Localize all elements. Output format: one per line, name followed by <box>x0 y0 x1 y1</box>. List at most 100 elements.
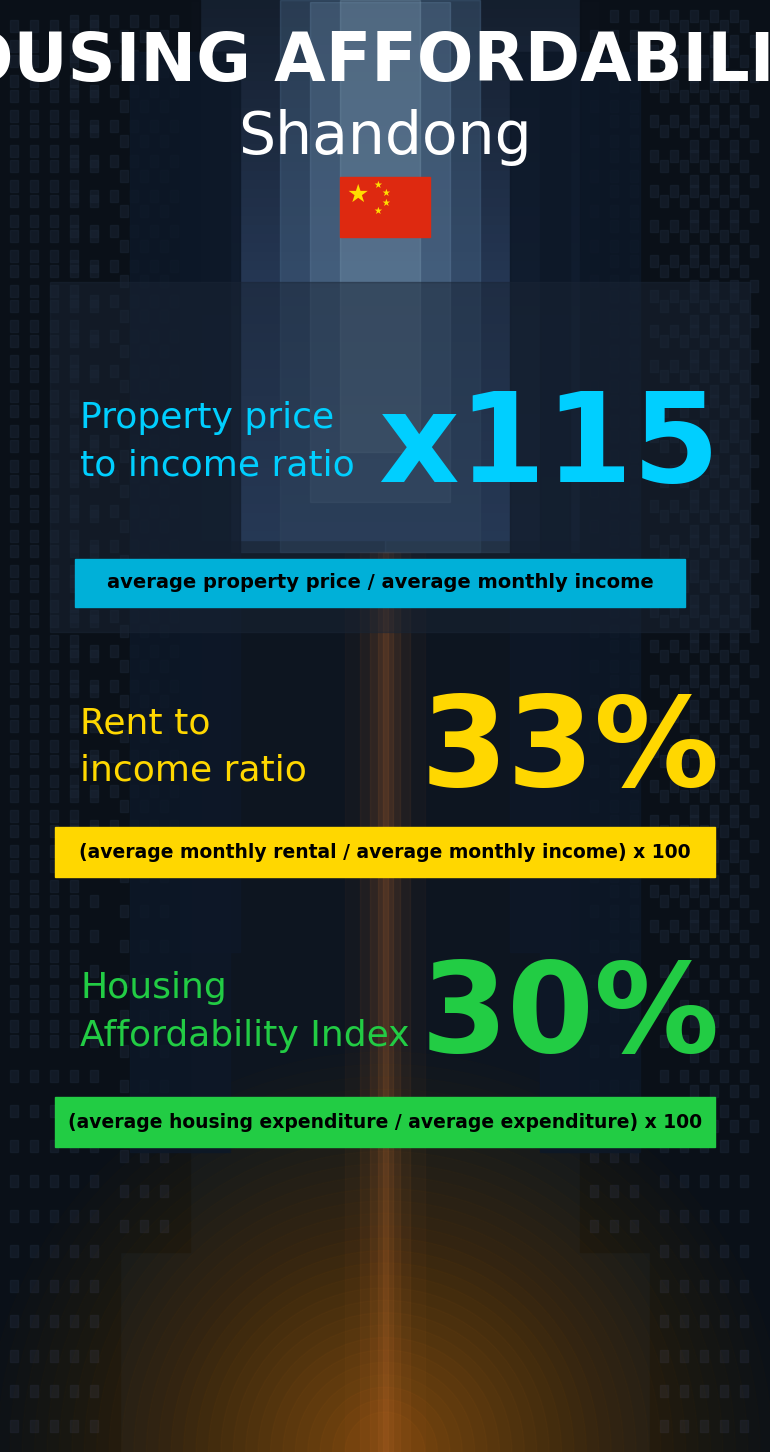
Bar <box>630 325 638 337</box>
Bar <box>130 399 138 412</box>
Bar <box>10 880 18 892</box>
Bar <box>740 160 748 171</box>
Bar <box>680 929 688 942</box>
Bar <box>50 20 58 32</box>
Bar <box>90 1350 98 1362</box>
Bar <box>590 870 598 881</box>
Bar <box>50 460 58 472</box>
Bar <box>590 450 598 462</box>
Bar <box>690 350 698 362</box>
Bar <box>740 510 748 523</box>
Bar <box>10 285 18 298</box>
Bar <box>710 571 718 582</box>
Bar <box>730 735 738 746</box>
Bar <box>610 290 618 302</box>
Bar <box>730 560 738 572</box>
Bar <box>730 35 738 46</box>
Bar <box>120 415 128 427</box>
Bar <box>90 1281 98 1292</box>
Bar <box>650 534 658 547</box>
Bar <box>130 505 138 517</box>
Bar <box>130 52 230 1151</box>
Bar <box>70 929 78 942</box>
Bar <box>70 1420 78 1432</box>
Bar <box>140 974 148 987</box>
Bar <box>120 765 128 777</box>
Bar <box>690 571 698 582</box>
Bar <box>610 780 618 791</box>
Bar <box>710 910 718 922</box>
Bar <box>0 28 770 36</box>
Bar <box>70 125 78 136</box>
Bar <box>690 385 698 396</box>
Bar <box>30 215 38 227</box>
Bar <box>690 675 698 687</box>
Bar <box>120 590 128 603</box>
Bar <box>730 815 738 828</box>
Bar <box>30 579 38 592</box>
Bar <box>670 605 678 617</box>
Text: ★: ★ <box>382 197 390 208</box>
Bar <box>660 475 668 486</box>
Bar <box>10 90 18 102</box>
Bar <box>660 55 668 67</box>
Bar <box>740 1350 748 1362</box>
Bar <box>630 45 638 57</box>
Bar <box>660 160 668 171</box>
Bar <box>710 430 718 441</box>
Text: (average housing expenditure / average expenditure) x 100: (average housing expenditure / average e… <box>68 1112 702 1131</box>
Bar <box>70 470 78 482</box>
Bar <box>610 745 618 756</box>
Bar <box>710 700 718 711</box>
Bar <box>730 45 738 57</box>
Bar <box>0 107 770 118</box>
Bar <box>130 225 138 237</box>
Bar <box>630 115 638 126</box>
Text: 30%: 30% <box>420 957 720 1077</box>
Bar <box>0 433 770 441</box>
Bar <box>70 20 78 32</box>
Bar <box>30 475 38 486</box>
Bar <box>680 125 688 136</box>
Bar <box>0 17 770 28</box>
Bar <box>0 36 770 45</box>
Bar <box>70 495 78 507</box>
Bar <box>170 155 178 167</box>
Bar <box>50 880 58 892</box>
Bar <box>700 55 708 67</box>
Bar <box>740 475 748 486</box>
Bar <box>140 696 148 707</box>
Bar <box>150 364 158 378</box>
Bar <box>110 260 118 272</box>
Bar <box>720 1350 728 1362</box>
Bar <box>720 1244 728 1257</box>
Bar <box>50 425 58 437</box>
Bar <box>0 315 770 324</box>
Bar <box>170 714 178 727</box>
Bar <box>70 110 78 122</box>
Bar <box>130 295 138 306</box>
Bar <box>10 1140 18 1151</box>
Bar <box>750 70 758 81</box>
Bar <box>700 1385 708 1397</box>
Bar <box>50 145 58 157</box>
Bar <box>70 600 78 611</box>
Bar <box>700 475 708 486</box>
Bar <box>670 430 678 441</box>
Bar <box>50 635 58 648</box>
Bar <box>710 804 718 817</box>
Bar <box>150 436 158 447</box>
Bar <box>150 680 158 693</box>
Bar <box>660 544 668 558</box>
Bar <box>630 800 638 812</box>
Bar <box>10 266 18 277</box>
Bar <box>690 10 698 22</box>
Bar <box>90 860 98 873</box>
Bar <box>610 1080 618 1092</box>
Bar <box>0 163 770 171</box>
Bar <box>160 1080 168 1092</box>
Bar <box>90 714 98 727</box>
Bar <box>140 765 148 777</box>
Bar <box>700 685 708 697</box>
Bar <box>590 1220 598 1231</box>
